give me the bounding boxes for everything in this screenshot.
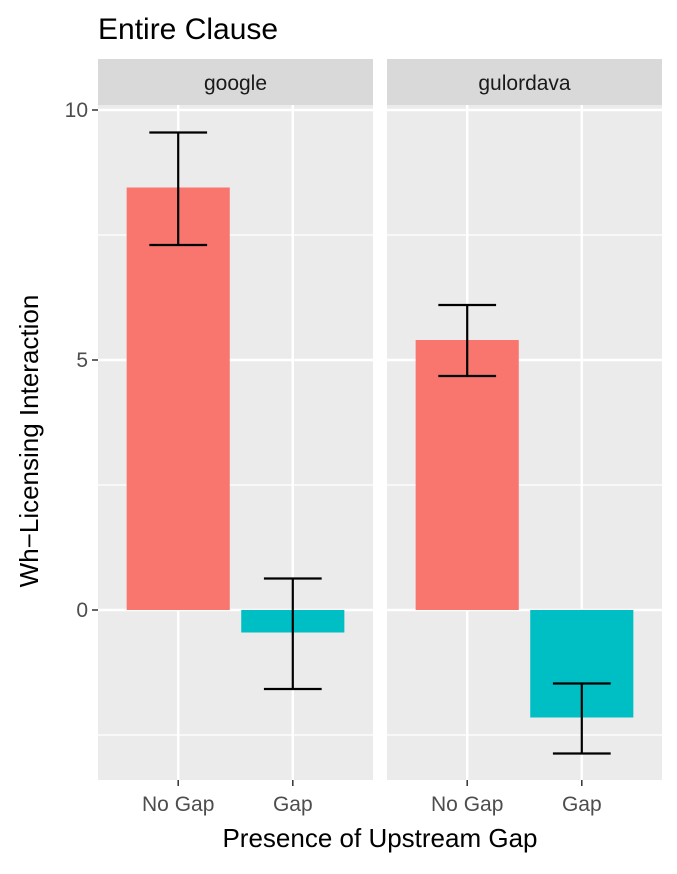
- x-tick-label: Gap: [273, 793, 313, 816]
- x-tick-label: Gap: [562, 793, 602, 816]
- chart-title: Entire Clause: [98, 13, 278, 46]
- x-axis-label: Presence of Upstream Gap: [222, 823, 537, 853]
- y-axis-label: Wh−Licensing Interaction: [14, 295, 44, 588]
- facet-strip: [98, 59, 373, 105]
- y-tick-label: 5: [76, 349, 88, 372]
- y-tick-label: 0: [76, 599, 88, 622]
- facet-strip-label: gulordava: [478, 72, 571, 95]
- plot-layer: 0 5 10 google No Gap Gap gulordava No Gap Gap: [65, 59, 662, 816]
- facet-strip-label: google: [204, 72, 267, 95]
- x-tick-label: No Gap: [431, 793, 503, 816]
- x-tick-label: No Gap: [142, 793, 214, 816]
- facet-strip: [387, 59, 662, 105]
- bar-no-gap: [126, 187, 230, 610]
- bar-no-gap: [415, 340, 519, 610]
- y-tick-label: 10: [65, 99, 88, 122]
